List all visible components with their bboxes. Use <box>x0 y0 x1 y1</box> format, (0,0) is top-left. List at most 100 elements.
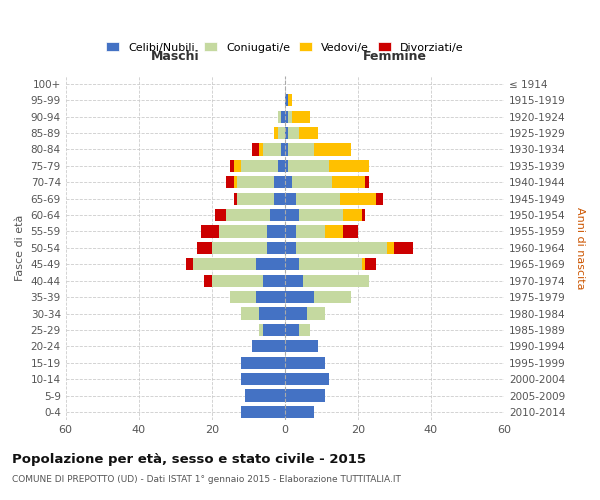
Bar <box>252 144 259 156</box>
Bar <box>263 274 285 287</box>
Bar <box>365 176 369 188</box>
Bar <box>303 274 369 287</box>
Bar <box>285 340 317 352</box>
Bar <box>343 226 358 237</box>
Bar <box>186 258 193 270</box>
Bar <box>292 110 310 123</box>
Bar <box>281 110 285 123</box>
Bar <box>263 324 285 336</box>
Bar <box>274 192 285 205</box>
Bar <box>292 176 332 188</box>
Bar <box>299 209 343 221</box>
Bar <box>285 226 296 237</box>
Bar <box>263 144 281 156</box>
Bar <box>278 127 285 139</box>
Bar <box>314 144 350 156</box>
Bar <box>230 291 256 304</box>
Bar <box>205 274 212 287</box>
Legend: Celibi/Nubili, Coniugati/e, Vedovi/e, Divorziati/e: Celibi/Nubili, Coniugati/e, Vedovi/e, Di… <box>104 40 466 54</box>
Bar <box>340 192 376 205</box>
Bar <box>270 209 285 221</box>
Text: Femmine: Femmine <box>362 50 427 62</box>
Bar <box>226 209 270 221</box>
Bar <box>285 390 325 402</box>
Bar <box>201 226 219 237</box>
Bar <box>259 308 285 320</box>
Bar <box>285 324 299 336</box>
Bar <box>252 340 285 352</box>
Bar <box>332 176 365 188</box>
Bar <box>289 127 299 139</box>
Bar <box>245 390 285 402</box>
Y-axis label: Fasce di età: Fasce di età <box>15 214 25 281</box>
Bar <box>233 192 238 205</box>
Bar <box>241 356 285 369</box>
Bar <box>274 176 285 188</box>
Bar <box>259 144 263 156</box>
Bar <box>241 160 278 172</box>
Bar <box>241 308 259 320</box>
Bar <box>296 226 325 237</box>
Bar <box>285 242 296 254</box>
Bar <box>285 373 329 386</box>
Bar <box>197 242 212 254</box>
Bar <box>285 209 299 221</box>
Bar <box>266 242 285 254</box>
Bar <box>365 258 376 270</box>
Bar <box>285 94 289 106</box>
Bar <box>289 94 292 106</box>
Bar <box>212 242 266 254</box>
Y-axis label: Anni di nascita: Anni di nascita <box>575 206 585 289</box>
Bar <box>238 192 274 205</box>
Bar <box>289 144 314 156</box>
Bar <box>238 176 274 188</box>
Bar <box>296 192 340 205</box>
Text: Maschi: Maschi <box>151 50 200 62</box>
Bar <box>285 176 292 188</box>
Bar <box>278 160 285 172</box>
Text: COMUNE DI PREPOTTO (UD) - Dati ISTAT 1° gennaio 2015 - Elaborazione TUTTITALIA.I: COMUNE DI PREPOTTO (UD) - Dati ISTAT 1° … <box>12 476 401 484</box>
Bar <box>193 258 256 270</box>
Bar <box>233 160 241 172</box>
Bar <box>281 144 285 156</box>
Bar <box>278 110 281 123</box>
Bar <box>285 308 307 320</box>
Text: Popolazione per età, sesso e stato civile - 2015: Popolazione per età, sesso e stato civil… <box>12 452 366 466</box>
Bar <box>285 406 314 418</box>
Bar <box>289 160 329 172</box>
Bar <box>215 209 226 221</box>
Bar <box>219 226 266 237</box>
Bar <box>299 324 310 336</box>
Bar <box>289 110 292 123</box>
Bar <box>285 160 289 172</box>
Bar <box>256 258 285 270</box>
Bar <box>259 324 263 336</box>
Bar <box>274 127 278 139</box>
Bar <box>285 144 289 156</box>
Bar <box>285 110 289 123</box>
Bar <box>394 242 413 254</box>
Bar <box>329 160 369 172</box>
Bar <box>285 274 303 287</box>
Bar <box>256 291 285 304</box>
Bar <box>314 291 350 304</box>
Bar <box>387 242 394 254</box>
Bar <box>296 242 387 254</box>
Bar <box>241 406 285 418</box>
Bar <box>230 160 233 172</box>
Bar <box>285 127 289 139</box>
Bar <box>233 176 238 188</box>
Bar <box>241 373 285 386</box>
Bar <box>285 291 314 304</box>
Bar <box>299 258 362 270</box>
Bar <box>266 226 285 237</box>
Bar <box>325 226 343 237</box>
Bar <box>362 209 365 221</box>
Bar <box>343 209 362 221</box>
Bar <box>307 308 325 320</box>
Bar <box>299 127 317 139</box>
Bar <box>212 274 263 287</box>
Bar <box>285 192 296 205</box>
Bar <box>285 258 299 270</box>
Bar <box>285 356 325 369</box>
